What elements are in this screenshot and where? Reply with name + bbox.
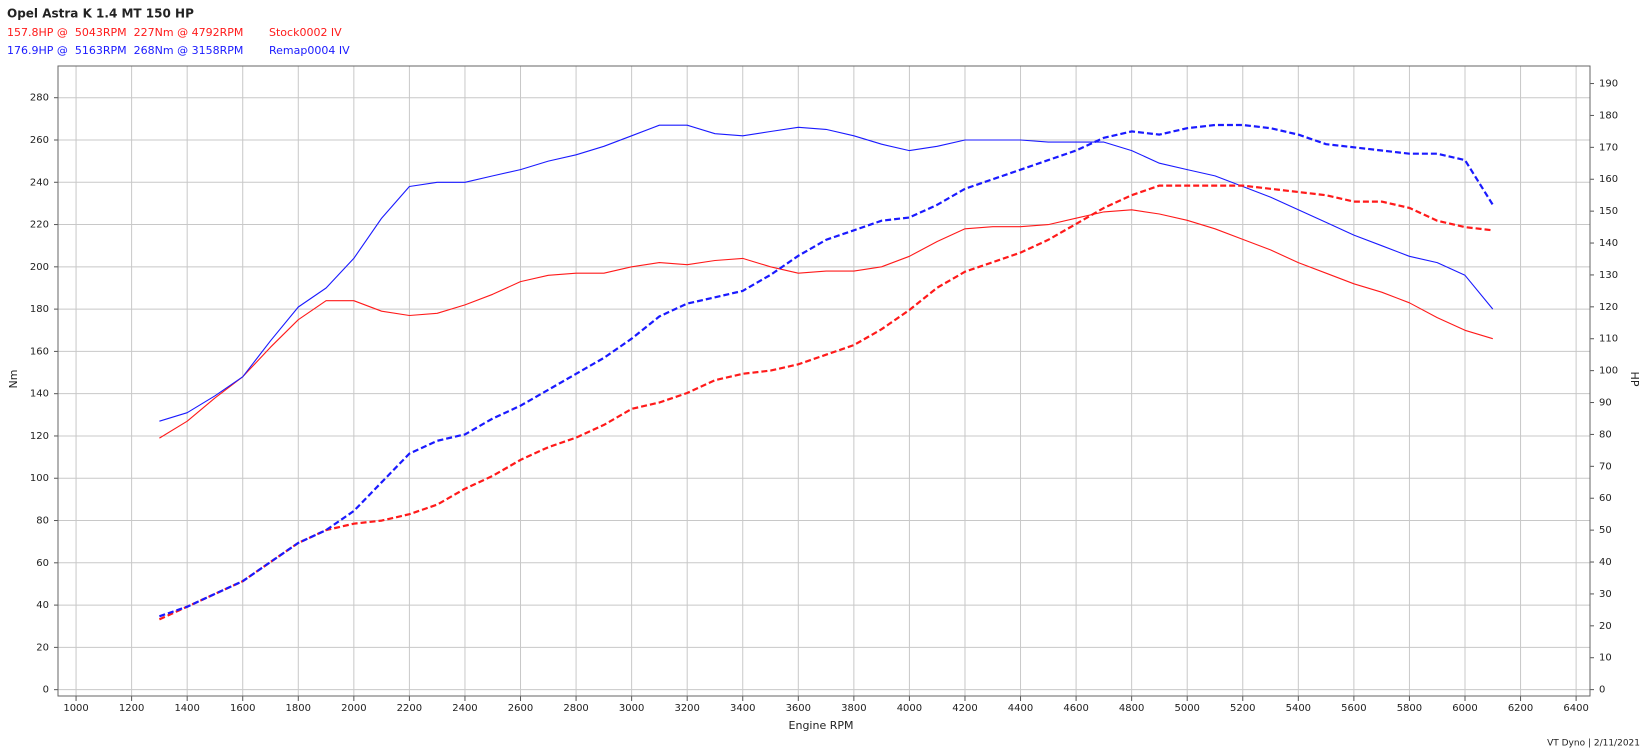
y2-tick-label: 70 bbox=[1599, 461, 1612, 472]
x-tick-label: 2000 bbox=[341, 703, 366, 714]
x-tick-label: 4200 bbox=[952, 703, 977, 714]
power-curve bbox=[158, 184, 1493, 621]
y2-tick-label: 160 bbox=[1599, 174, 1618, 185]
y2-tick-label: 60 bbox=[1599, 493, 1612, 504]
y2-tick-label: 130 bbox=[1599, 270, 1618, 281]
y2-tick-label: 190 bbox=[1599, 79, 1618, 90]
y-tick-label: 120 bbox=[30, 431, 49, 442]
y2-tick-label: 110 bbox=[1599, 334, 1618, 345]
y2-tick-label: 150 bbox=[1599, 206, 1618, 217]
x-tick-label: 3800 bbox=[841, 703, 866, 714]
y2-tick-label: 100 bbox=[1599, 366, 1618, 377]
run-summary: 157.8HP @ 5043RPM 227Nm @ 4792RPM bbox=[7, 26, 243, 39]
x-tick-label: 6000 bbox=[1452, 703, 1477, 714]
x-tick-label: 6200 bbox=[1508, 703, 1533, 714]
x-axis-label: Engine RPM bbox=[789, 719, 854, 732]
x-tick-label: 6400 bbox=[1563, 703, 1588, 714]
x-tick-label: 1800 bbox=[286, 703, 311, 714]
x-tick-label: 3000 bbox=[619, 703, 644, 714]
y-tick-label: 40 bbox=[36, 600, 49, 611]
x-tick-label: 3200 bbox=[674, 703, 699, 714]
x-tick-label: 4400 bbox=[1008, 703, 1033, 714]
chart-title: Opel Astra K 1.4 MT 150 HP bbox=[7, 7, 194, 21]
y-tick-label: 260 bbox=[30, 135, 49, 146]
plot-frame bbox=[57, 65, 1591, 697]
y2-axis-label: HP bbox=[1628, 372, 1641, 387]
y2-tick-label: 40 bbox=[1599, 557, 1612, 568]
y-tick-label: 0 bbox=[43, 685, 49, 696]
legend-entry: Stock0002 IV bbox=[269, 26, 342, 39]
y-tick-label: 240 bbox=[30, 177, 49, 188]
x-tick-label: 5400 bbox=[1286, 703, 1311, 714]
y-tick-label: 100 bbox=[30, 473, 49, 484]
y-tick-label: 140 bbox=[30, 389, 49, 400]
x-tick-label: 2400 bbox=[452, 703, 477, 714]
x-tick-label: 2600 bbox=[508, 703, 533, 714]
legend-entry: Remap0004 IV bbox=[269, 44, 350, 57]
y2-tick-label: 180 bbox=[1599, 110, 1618, 121]
x-tick-label: 1600 bbox=[230, 703, 255, 714]
y2-tick-label: 10 bbox=[1599, 653, 1612, 664]
y2-tick-label: 120 bbox=[1599, 302, 1618, 313]
y-axis-label: Nm bbox=[7, 370, 20, 389]
y2-tick-label: 20 bbox=[1599, 621, 1612, 632]
x-tick-label: 5000 bbox=[1174, 703, 1199, 714]
y2-tick-label: 90 bbox=[1599, 398, 1612, 409]
y2-tick-label: 50 bbox=[1599, 525, 1612, 536]
x-tick-label: 3600 bbox=[786, 703, 811, 714]
x-tick-label: 2200 bbox=[397, 703, 422, 714]
y-tick-label: 200 bbox=[30, 262, 49, 273]
y2-tick-label: 30 bbox=[1599, 589, 1612, 600]
x-tick-label: 1000 bbox=[63, 703, 88, 714]
x-tick-label: 4000 bbox=[897, 703, 922, 714]
power-curve bbox=[159, 123, 1494, 618]
y2-tick-label: 140 bbox=[1599, 238, 1618, 249]
y-tick-label: 80 bbox=[36, 516, 49, 527]
y2-tick-label: 0 bbox=[1599, 685, 1605, 696]
x-tick-label: 5200 bbox=[1230, 703, 1255, 714]
x-tick-label: 5800 bbox=[1397, 703, 1422, 714]
x-tick-label: 1200 bbox=[119, 703, 144, 714]
y-tick-label: 160 bbox=[30, 346, 49, 357]
y-tick-label: 280 bbox=[30, 93, 49, 104]
x-tick-label: 3400 bbox=[730, 703, 755, 714]
y2-tick-label: 170 bbox=[1599, 142, 1618, 153]
x-tick-label: 4800 bbox=[1119, 703, 1144, 714]
run-summary: 176.9HP @ 5163RPM 268Nm @ 3158RPM bbox=[7, 44, 243, 57]
y2-tick-label: 80 bbox=[1599, 429, 1612, 440]
y-tick-label: 220 bbox=[30, 220, 49, 231]
x-tick-label: 2800 bbox=[563, 703, 588, 714]
torque-curve bbox=[159, 209, 1493, 439]
x-tick-label: 4600 bbox=[1063, 703, 1088, 714]
x-tick-label: 1400 bbox=[174, 703, 199, 714]
footer: VT Dyno | 2/11/2021 bbox=[1547, 739, 1640, 749]
y-tick-label: 180 bbox=[30, 304, 49, 315]
torque-curve bbox=[159, 124, 1494, 422]
y-tick-label: 20 bbox=[36, 642, 49, 653]
grid bbox=[58, 66, 1590, 696]
y-tick-label: 60 bbox=[36, 558, 49, 569]
x-tick-label: 5600 bbox=[1341, 703, 1366, 714]
